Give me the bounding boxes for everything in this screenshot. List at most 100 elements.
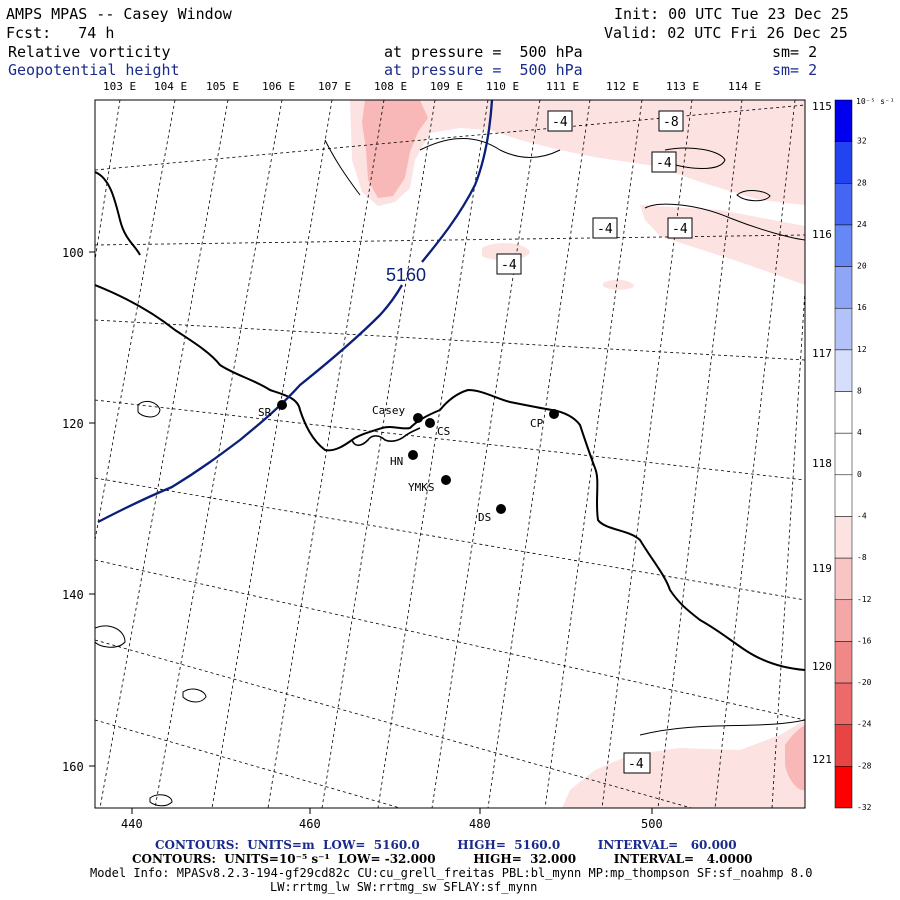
height-contour-label: 5160 bbox=[386, 265, 426, 285]
colorbar-label: -12 bbox=[857, 595, 872, 604]
colorbar-swatch bbox=[834, 432, 853, 476]
model-info: Model Info: MPASv8.2.3-194-gf29cd82c CU:… bbox=[90, 866, 813, 880]
valid-time: Valid: 02 UTC Fri 26 Dec 25 bbox=[604, 24, 848, 42]
station-hn-marker bbox=[408, 450, 418, 460]
lon-label-110: 110 E bbox=[486, 80, 519, 93]
y-tick-120: 120 bbox=[62, 417, 84, 431]
lon-label-109: 109 E bbox=[430, 80, 463, 93]
vorticity-labels: -4 -8 -4 -4 -4 -4 -4 bbox=[496, 110, 693, 774]
colorbar-label: -16 bbox=[857, 636, 872, 645]
colorbar-label: -24 bbox=[857, 720, 872, 729]
vorticity-area-southeast bbox=[562, 720, 805, 808]
lon-label-107: 107 E bbox=[318, 80, 351, 93]
x-axis-labels: 440 460 480 500 bbox=[121, 817, 663, 831]
colorbar-label: 24 bbox=[857, 220, 867, 229]
vort-contour-8 bbox=[149, 794, 173, 807]
colorbar-label: -28 bbox=[857, 761, 872, 770]
field2-name: Geopotential height bbox=[8, 61, 180, 79]
vort-contour-6 bbox=[95, 625, 126, 648]
station-ymks-label: YMKS bbox=[408, 481, 435, 494]
top-longitude-labels: 103 E 104 E 105 E 106 E 107 E 108 E 109 … bbox=[103, 80, 761, 93]
colorbar-swatch bbox=[834, 224, 853, 267]
lon-label-111: 111 E bbox=[546, 80, 579, 93]
colorbar-units: 10⁻⁵ s⁻¹ bbox=[856, 97, 895, 106]
station-ds-marker bbox=[496, 504, 506, 514]
lon-label-106: 106 E bbox=[262, 80, 295, 93]
lon-label-105: 105 E bbox=[206, 80, 239, 93]
y-tick-100: 100 bbox=[62, 246, 84, 260]
colorbar-swatch bbox=[834, 766, 853, 809]
colorbar-swatch bbox=[834, 724, 853, 767]
colorbar-label: 0 bbox=[857, 470, 862, 479]
colorbar: 10⁻⁵ s⁻¹ 32 28 24 20 16 12 8 4 0 -4 -8 -12 -16 -20 -24… bbox=[834, 97, 895, 812]
colorbar-label: -8 bbox=[857, 553, 867, 562]
station-sr-label: SR bbox=[258, 406, 272, 419]
coastline-inner bbox=[351, 427, 421, 447]
colorbar-label: -32 bbox=[857, 803, 872, 812]
lon-label-104: 104 E bbox=[154, 80, 187, 93]
colorbar-swatch bbox=[834, 682, 853, 725]
vort-label-6: -4 bbox=[501, 258, 517, 273]
station-sr-marker bbox=[277, 400, 287, 410]
y-tick-160: 160 bbox=[62, 760, 84, 774]
vort-label-2: -8 bbox=[663, 115, 679, 130]
station-cs-label: CS bbox=[437, 425, 450, 438]
vorticity-area-medium bbox=[362, 100, 428, 198]
field2-level: at pressure = 500 hPa bbox=[384, 61, 583, 79]
vort-contour-3 bbox=[664, 147, 726, 169]
lon-label-108: 108 E bbox=[374, 80, 407, 93]
y-axis-labels: 100 120 140 160 bbox=[62, 246, 84, 774]
vort-label-7: -4 bbox=[628, 757, 644, 772]
geopotential-height-contour bbox=[97, 100, 494, 524]
vorticity-area-small2 bbox=[603, 279, 634, 290]
colorbar-label: 8 bbox=[857, 387, 862, 396]
colorbar-label: 28 bbox=[857, 178, 867, 187]
vort-contour-7 bbox=[182, 688, 207, 703]
x-tick-480: 480 bbox=[469, 817, 491, 831]
station-cp-marker bbox=[549, 409, 559, 419]
vort-contour-9 bbox=[639, 719, 805, 736]
colorbar-swatch bbox=[834, 599, 853, 642]
stations: SR Casey CS CP HN YMKS DS bbox=[258, 400, 559, 524]
colorbar-label: 4 bbox=[857, 428, 862, 437]
colorbar-label: 16 bbox=[857, 303, 867, 312]
colorbar-swatch bbox=[834, 474, 853, 517]
figure-title: AMPS MPAS -- Casey Window bbox=[6, 5, 232, 23]
colorbar-label: 12 bbox=[857, 345, 867, 354]
axis-ticks bbox=[89, 251, 653, 814]
colorbar-label: 32 bbox=[857, 137, 867, 146]
lon-label-114: 114 E bbox=[728, 80, 761, 93]
lon-label-112: 112 E bbox=[606, 80, 639, 93]
station-casey-label: Casey bbox=[372, 404, 405, 417]
colorbar-label: 20 bbox=[857, 262, 867, 271]
vort-contour-5 bbox=[137, 400, 161, 418]
colorbar-swatch bbox=[834, 183, 853, 226]
field1-level: at pressure = 500 hPa bbox=[384, 43, 583, 61]
colorbar-swatch bbox=[834, 516, 853, 559]
station-cs-marker bbox=[425, 418, 435, 428]
vort-contour-10 bbox=[324, 139, 361, 196]
model-info-2: LW:rrtmg_lw SW:rrtmg_sw SFLAY:sf_mynn bbox=[270, 880, 538, 894]
contours-height-info: CONTOURS: UNITS=m LOW= 5160.0 HIGH= 5160… bbox=[155, 838, 737, 852]
map-content bbox=[95, 100, 805, 808]
lon-label-113: 113 E bbox=[666, 80, 699, 93]
colorbar-swatch bbox=[834, 391, 853, 434]
field1-name: Relative vorticity bbox=[8, 43, 171, 61]
station-hn-label: HN bbox=[390, 455, 403, 468]
vort-label-4: -4 bbox=[597, 222, 613, 237]
station-ds-label: DS bbox=[478, 511, 491, 524]
x-tick-440: 440 bbox=[121, 817, 143, 831]
station-ymks-marker bbox=[441, 475, 451, 485]
colorbar-swatch bbox=[834, 349, 853, 392]
colorbar-swatch bbox=[834, 99, 853, 142]
forecast-hour: Fcst: 74 h bbox=[6, 24, 115, 42]
vort-label-3: -4 bbox=[656, 156, 672, 171]
vort-contour-2 bbox=[644, 203, 805, 241]
coastline bbox=[95, 171, 805, 671]
x-tick-460: 460 bbox=[299, 817, 321, 831]
vorticity-area-southeast-medium bbox=[785, 725, 805, 791]
x-tick-500: 500 bbox=[641, 817, 663, 831]
map-frame bbox=[94, 99, 806, 809]
